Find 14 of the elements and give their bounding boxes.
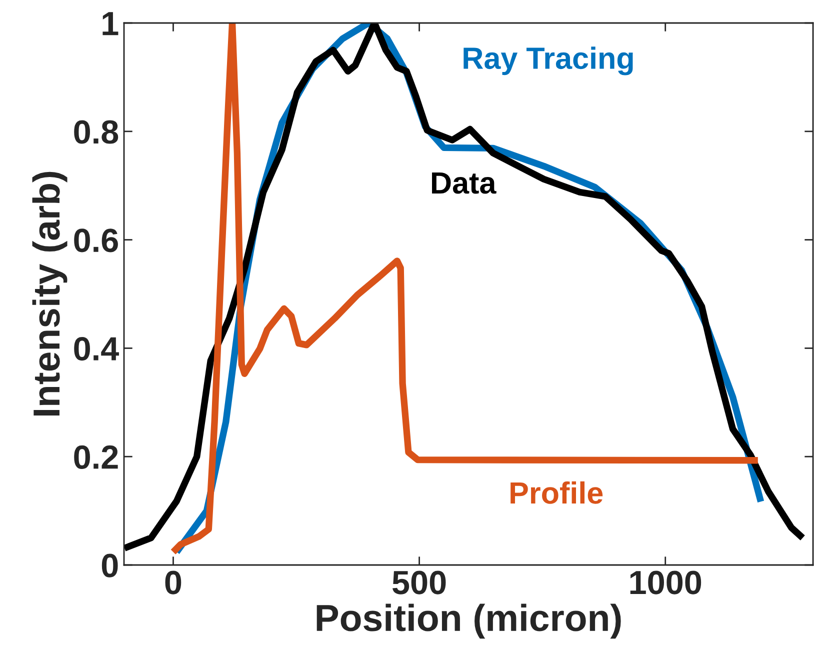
series-label: Data [432, 172, 496, 194]
y-tick-label: 0.8 [74, 120, 118, 144]
y-tick-label: 0.6 [74, 228, 118, 252]
series-label: Profile [510, 481, 603, 504]
y-tick-label: 0.4 [74, 337, 119, 361]
y-tick-label: 0.2 [74, 445, 118, 470]
x-tick-label: 1000 [630, 570, 702, 594]
x-tick-label: 500 [392, 570, 446, 594]
y-tick-label: 0 [102, 554, 118, 578]
x-tick-label: 0 [165, 570, 182, 594]
y-tick-label: 1 [102, 12, 118, 36]
y-axis-title: Intensity (arb) [32, 172, 68, 416]
series-label: Ray Tracing [464, 46, 633, 76]
x-axis-title: Position (micron) [316, 604, 621, 639]
